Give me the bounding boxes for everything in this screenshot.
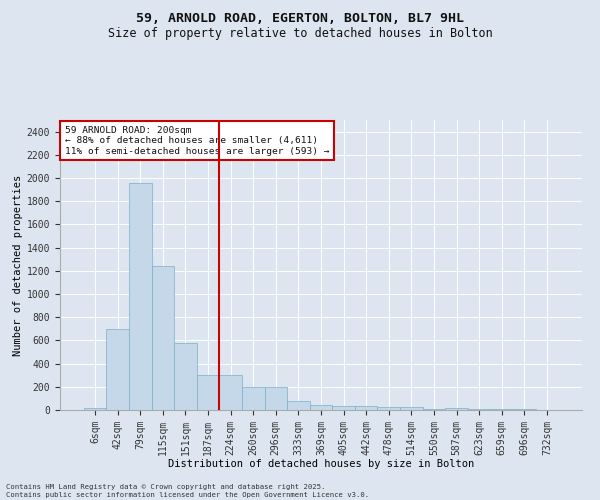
Bar (242, 387, 265, 410)
Bar (332, 406, 355, 410)
Bar (84, 408, 106, 410)
Text: 59, ARNOLD ROAD, EGERTON, BOLTON, BL7 9HL: 59, ARNOLD ROAD, EGERTON, BOLTON, BL7 9H… (136, 12, 464, 26)
Bar (197, 374, 220, 410)
Bar (445, 408, 468, 410)
Bar (174, 344, 197, 410)
Bar (355, 406, 377, 410)
Bar (152, 266, 174, 410)
Text: 59 ARNOLD ROAD: 200sqm
← 88% of detached houses are smaller (4,611)
11% of semi-: 59 ARNOLD ROAD: 200sqm ← 88% of detached… (65, 126, 330, 156)
Bar (400, 407, 422, 410)
Bar (265, 387, 287, 410)
Bar (106, 329, 129, 410)
Bar (129, 182, 152, 410)
Bar (310, 405, 332, 410)
Bar (287, 400, 310, 410)
Bar (220, 375, 242, 410)
Text: Contains HM Land Registry data © Crown copyright and database right 2025.
Contai: Contains HM Land Registry data © Crown c… (6, 484, 369, 498)
X-axis label: Distribution of detached houses by size in Bolton: Distribution of detached houses by size … (168, 459, 474, 469)
Y-axis label: Number of detached properties: Number of detached properties (13, 174, 23, 356)
Bar (377, 407, 400, 410)
Bar (513, 409, 536, 410)
Text: Size of property relative to detached houses in Bolton: Size of property relative to detached ho… (107, 28, 493, 40)
